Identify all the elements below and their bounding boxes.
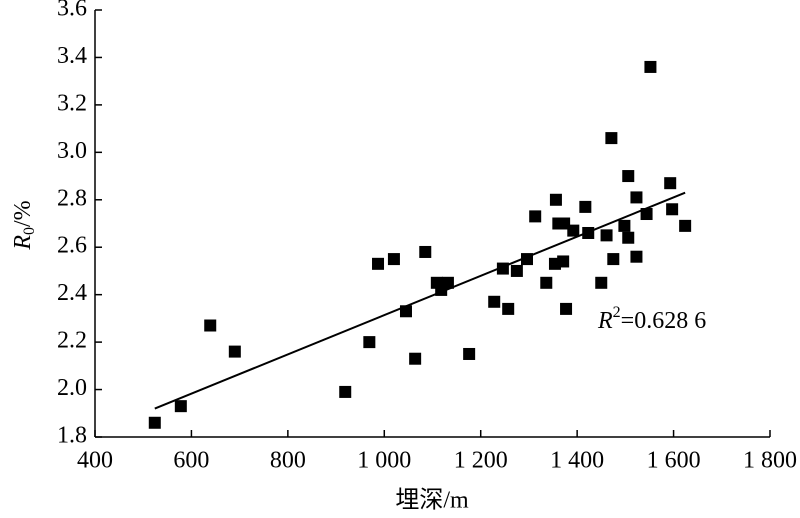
point (644, 60, 657, 73)
x-tick-label: 800 (270, 448, 306, 474)
point (488, 295, 501, 308)
y-tick-label: 2.0 (57, 375, 87, 401)
point (666, 203, 679, 216)
y-axis-title: R0/% (10, 200, 38, 250)
y-tick-label: 3.6 (57, 0, 87, 22)
point (558, 217, 571, 230)
annotation-base: R (597, 308, 613, 334)
y-tick-label: 3.4 (57, 43, 87, 69)
point (622, 231, 635, 244)
y-tick-label: 2.8 (57, 185, 87, 211)
point (679, 219, 692, 232)
point (622, 170, 635, 183)
y-title-rest: /% (10, 200, 36, 227)
point (409, 352, 422, 365)
point (640, 208, 653, 221)
point (174, 400, 187, 413)
point (204, 319, 217, 332)
point (463, 347, 476, 360)
annotation: R2=0.628 6 (597, 304, 706, 334)
point (339, 385, 352, 398)
y-tick-label: 2.2 (57, 328, 87, 354)
point (419, 245, 432, 258)
point (540, 276, 553, 289)
point (618, 219, 631, 232)
x-tick-label: 1 600 (647, 448, 701, 474)
y-tick-label: 1.8 (57, 423, 87, 449)
x-axis-title: 埋深/m (395, 487, 469, 514)
point (387, 253, 400, 266)
point (607, 253, 620, 266)
point (148, 416, 161, 429)
point (557, 255, 570, 268)
x-tick-label: 1 000 (357, 448, 411, 474)
point (567, 224, 580, 237)
point (521, 253, 533, 266)
point (510, 264, 523, 277)
point (441, 276, 454, 289)
annotation-sup: 2 (613, 304, 621, 321)
trend-line (154, 191, 686, 410)
annotation-rest: =0.628 6 (621, 308, 707, 334)
point (605, 132, 618, 145)
point (228, 345, 241, 358)
y-tick-label: 3.0 (57, 138, 87, 164)
point (372, 257, 385, 270)
x-tick-label: 600 (173, 448, 209, 474)
y-tick-label: 3.2 (57, 90, 87, 116)
point (600, 229, 613, 242)
point (502, 302, 515, 315)
point (529, 210, 542, 223)
point (363, 336, 376, 349)
point (664, 177, 677, 190)
x-tick-label: 1 400 (550, 448, 604, 474)
y-tick-label: 2.4 (57, 280, 87, 306)
x-tick-label: 1 800 (743, 448, 797, 474)
x-tick-label: 1 200 (454, 448, 508, 474)
y-tick-label: 2.6 (57, 233, 87, 259)
point (560, 302, 573, 315)
point (579, 200, 592, 213)
point (630, 191, 643, 204)
point (630, 250, 643, 263)
x-tick-label: 400 (77, 448, 113, 474)
y-title-base: R (10, 235, 36, 251)
y-title-sub: 0 (21, 227, 38, 235)
point (549, 193, 562, 206)
point (595, 276, 608, 289)
